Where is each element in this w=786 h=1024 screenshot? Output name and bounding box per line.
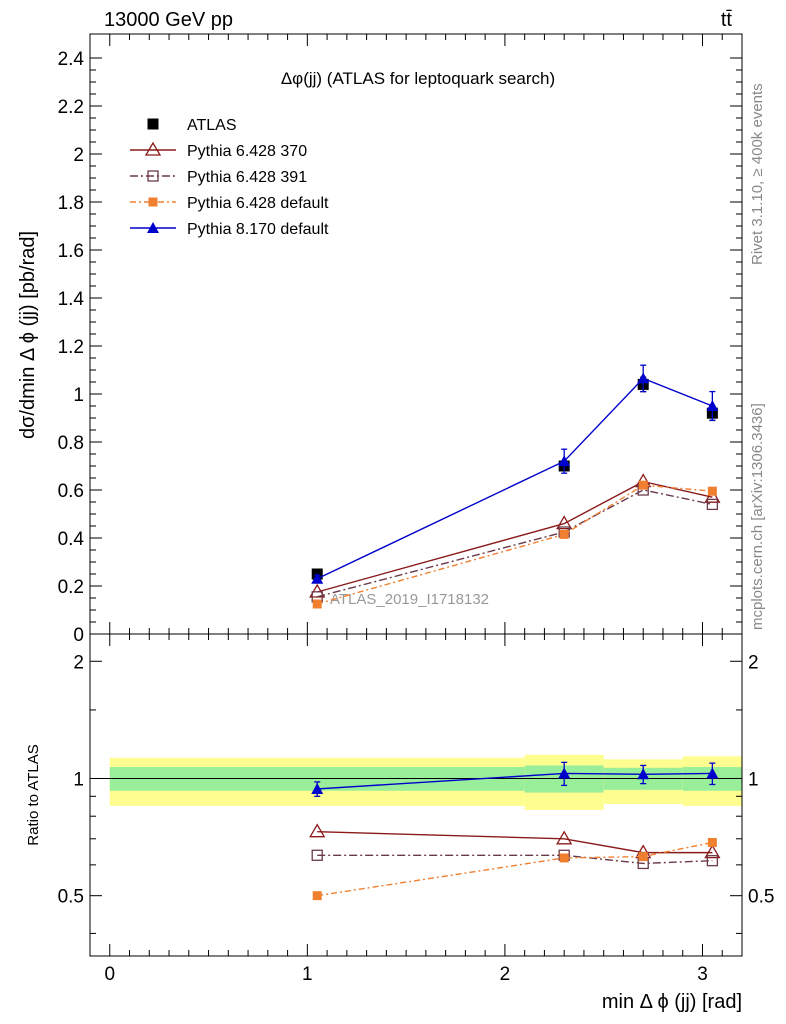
ratio-y-tick-label: 1 <box>73 769 84 790</box>
data-point <box>311 849 323 861</box>
series-line <box>317 484 713 605</box>
data-point <box>556 515 573 530</box>
main-y-tick-label: 1.2 <box>58 337 84 358</box>
data-point <box>558 767 571 779</box>
data-point <box>312 599 322 609</box>
legend-item: ATLAS <box>147 117 237 134</box>
chart-title: Δφ(jj) (ATLAS for leptoquark search) <box>281 69 555 88</box>
ratio-plot: 0 1 2 3 0.5 0.5 1 1 2 2 <box>58 34 774 985</box>
series-pythia-8-170-default <box>311 761 719 797</box>
data-point <box>706 400 719 411</box>
legend: ATLAS Pythia 6.428 370 Pythia 6.428 391 Pyt… <box>130 117 329 238</box>
ratio-y-tick-label: 0.5 <box>748 887 774 908</box>
legend-label: Pythia 6.428 391 <box>187 169 307 186</box>
legend-item: Pythia 6.428 370 <box>130 141 307 160</box>
legend-item: Pythia 6.428 391 <box>130 169 307 186</box>
data-point <box>309 583 326 598</box>
legend-label: ATLAS <box>187 117 237 134</box>
series-pythia-8-170-default <box>311 364 719 584</box>
data-point <box>148 197 158 207</box>
series-line <box>317 489 713 598</box>
series-pythia-6-428-default <box>312 480 717 609</box>
mcplots-label: mcplots.cern.ch [arXiv:1306.3436] <box>749 403 766 630</box>
data-point <box>704 488 721 503</box>
main-y-axis-label: dσ/dmin Δ ϕ (jj) [pb/rad] <box>17 231 39 439</box>
data-point <box>311 572 324 584</box>
main-y-tick-label: 0 <box>73 625 84 646</box>
data-point <box>556 830 573 845</box>
ratio-frame <box>89 633 743 957</box>
data-point <box>638 480 648 490</box>
main-y-tick-label: 2 <box>73 145 84 166</box>
energy-label: 13000 GeV pp <box>104 9 233 31</box>
main-y-tick-label: 1.8 <box>58 193 84 214</box>
data-point <box>638 852 648 862</box>
series-line <box>317 480 713 593</box>
rivet-label: Rivet 3.1.10, ≥ 400k events <box>749 83 766 265</box>
main-y-tick-label: 0.6 <box>58 481 84 502</box>
x-tick-label: 0 <box>104 964 115 985</box>
data-point <box>559 853 569 863</box>
data-point <box>704 844 721 859</box>
x-tick-label: 2 <box>500 964 511 985</box>
series-pythia-6-428-default <box>312 837 717 901</box>
main-y-tick-label: 2.2 <box>58 97 84 118</box>
data-point <box>706 498 719 511</box>
x-tick-label: 3 <box>697 964 708 985</box>
main-plot: 0 0.2 0.4 0.6 0.8 1 1.2 1.4 1.6 1.8 2 2.2 2.4 <box>58 33 743 646</box>
main-y-tick-label: 2.4 <box>58 49 85 70</box>
series-line <box>317 841 713 897</box>
main-y-tick-label: 0.2 <box>58 577 84 598</box>
legend-item: Pythia 6.428 default <box>130 195 329 212</box>
series-line <box>317 772 713 790</box>
data-point <box>558 455 571 467</box>
legend-label: Pythia 6.428 default <box>187 195 329 212</box>
series-line <box>316 377 713 580</box>
data-point <box>147 222 159 233</box>
main-y-tick-label: 0.4 <box>58 529 85 550</box>
main-y-tick-label: 1.4 <box>58 289 85 310</box>
ratio-y-axis-label: Ratio to ATLAS <box>25 744 42 845</box>
data-point <box>637 372 650 384</box>
series-atlas <box>311 376 718 580</box>
legend-label: Pythia 8.170 default <box>187 221 329 238</box>
x-axis-label: min Δ ϕ (jj) [rad] <box>602 991 742 1013</box>
series-pythia-6-428-370 <box>309 823 721 859</box>
process-label: tt̄ <box>721 9 733 31</box>
ratio-y-tick-label: 1 <box>748 769 759 790</box>
data-point <box>706 767 719 779</box>
data-point <box>706 855 719 867</box>
main-y-tick-label: 1 <box>73 385 84 406</box>
series-line <box>317 854 713 865</box>
x-tick-label: 1 <box>302 964 313 985</box>
data-point <box>707 486 717 496</box>
data-point <box>637 768 650 780</box>
data-point <box>144 141 162 156</box>
ratio-y-tick-label: 0.5 <box>58 887 84 908</box>
watermark: ATLAS_2019_I1718132 <box>330 591 489 608</box>
series-pythia-6-428-370 <box>309 473 721 598</box>
data-point <box>312 891 322 901</box>
legend-item: Pythia 8.170 default <box>130 221 329 238</box>
data-point <box>147 118 159 130</box>
series-line <box>317 830 713 854</box>
main-y-tick-label: 0.8 <box>58 433 84 454</box>
ratio-y-tick-label: 2 <box>73 652 84 673</box>
series-pythia-6-428-391 <box>311 484 719 603</box>
data-point <box>707 837 717 847</box>
legend-label: Pythia 6.428 370 <box>187 143 307 160</box>
data-point <box>559 529 569 539</box>
data-point <box>309 823 326 838</box>
main-y-tick-label: 1.6 <box>58 241 84 262</box>
ratio-y-tick-label: 2 <box>748 652 759 673</box>
data-point <box>311 782 324 794</box>
data-point <box>147 170 159 182</box>
